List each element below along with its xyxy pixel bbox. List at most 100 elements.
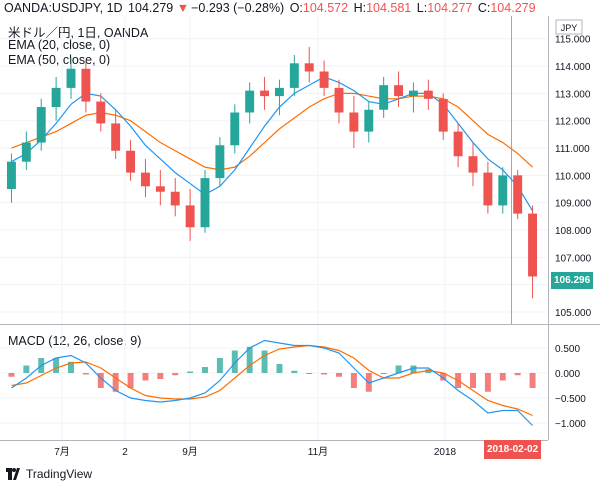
price-tick-label: 110.000 [555, 171, 591, 182]
candle-body [96, 101, 106, 124]
price-tick-label: 113.000 [555, 89, 591, 100]
macd-histogram-bar [425, 369, 432, 373]
candle-body [483, 172, 493, 206]
close-label: C: [477, 1, 491, 15]
candle-body [513, 175, 523, 214]
macd-histogram-bar [440, 373, 447, 381]
time-tick-label: 7月 [54, 446, 70, 458]
candle-body [349, 112, 359, 132]
candle-body [230, 112, 240, 146]
candle-body [319, 71, 329, 88]
macd-histogram-bar [157, 373, 164, 379]
candle-body [155, 186, 165, 192]
candle-body [126, 150, 136, 173]
macd-histogram-bar [336, 373, 342, 377]
candle-body [364, 109, 374, 132]
signal-line [11, 344, 533, 417]
candle-body [274, 87, 284, 97]
macd-tick-label: −0.500 [555, 394, 586, 405]
macd-histogram-bar [53, 358, 60, 373]
currency-label: JPY [561, 23, 578, 33]
price-tick-label: 114.000 [555, 62, 591, 73]
candle-body [379, 85, 389, 110]
macd-histogram-bar [187, 371, 194, 373]
high-label: H: [353, 1, 367, 15]
macd-histogram-bar [261, 350, 268, 373]
price-tag: 106.296 [551, 272, 594, 289]
macd-histogram-bar [112, 373, 119, 392]
macd-line [11, 339, 533, 426]
macd-tick-label: 0.500 [555, 344, 580, 355]
macd-histogram-bar [231, 350, 238, 373]
time-tick-label: 11月 [308, 446, 328, 458]
down-arrow-icon: ▼ [176, 1, 190, 15]
legend-ema50[interactable]: EMA (50, close, 0) [8, 53, 111, 67]
low-label: L: [416, 1, 428, 15]
close-value: 104.279 [490, 1, 536, 15]
candle-body [200, 178, 210, 228]
candle-body [528, 213, 538, 277]
tradingview-brand[interactable]: TradingView [26, 467, 93, 481]
candle-body [6, 161, 16, 190]
macd-tick-label: −1.000 [555, 419, 586, 430]
macd-histogram-bar [172, 373, 179, 376]
macd-histogram-bar [306, 373, 313, 374]
macd-histogram-bar [142, 373, 149, 381]
candle-body [453, 131, 463, 157]
legend-source[interactable]: 米ドル／円, 1日, OANDA [8, 26, 149, 40]
candle-body [185, 205, 195, 228]
currency-box[interactable] [555, 19, 583, 35]
price-tick-label: 111.000 [555, 144, 590, 155]
candle-body [36, 107, 46, 143]
macd-histogram-bar [127, 373, 134, 388]
candle-body [66, 68, 76, 88]
price-tick-label: 107.000 [555, 253, 592, 264]
last-price: 104.279 [128, 1, 174, 15]
macd-histogram-bar [321, 373, 328, 375]
symbol-label: OANDA:USDJPY, 1D [4, 1, 123, 15]
candle-body [260, 90, 270, 97]
price-tick-label: 115.000 [555, 35, 591, 46]
candle-body [170, 191, 180, 206]
legend-ema20[interactable]: EMA (20, close, 0) [8, 38, 111, 52]
price-tick-label: 105.000 [555, 308, 592, 319]
candle-body [498, 175, 508, 206]
macd-histogram-bar [395, 365, 402, 373]
macd-histogram-bar [529, 373, 536, 388]
low-value: 104.277 [427, 1, 473, 15]
candle-body [289, 63, 299, 88]
date-tag: 2018-02-02 [484, 440, 542, 459]
price-tick-label: 112.000 [555, 117, 591, 128]
macd-histogram-bar [380, 373, 387, 374]
macd-tick-label: 0.000 [555, 369, 580, 380]
macd-histogram-bar [350, 373, 357, 388]
candle-body [140, 172, 150, 187]
candle-body [394, 85, 404, 97]
macd-histogram-bar [246, 346, 253, 373]
macd-histogram-bar [97, 373, 104, 388]
price-chart[interactable]: 115.000 114.000 113.000 112.000 111.000 110.0… [0, 0, 600, 462]
macd-histogram-bar [216, 358, 223, 373]
candle-body [408, 90, 418, 97]
candle-body [468, 156, 478, 173]
macd-histogram-bar [470, 373, 476, 388]
macd-histogram-bar [276, 364, 283, 373]
time-tick-label: 9月 [182, 446, 198, 458]
candle-body [215, 145, 225, 179]
candle-body [111, 123, 121, 151]
candle-body [245, 90, 255, 113]
macd-histogram-bar [8, 373, 15, 377]
macd-histogram-bar [202, 367, 208, 373]
candle-body [334, 87, 344, 113]
macd-histogram-bar [291, 370, 298, 373]
candle-body [81, 68, 91, 102]
time-tick-label: 2018 [434, 447, 457, 458]
macd-histogram-bar [499, 373, 506, 381]
candle-body [438, 98, 448, 132]
macd-histogram-bar [82, 373, 89, 375]
candle-body [423, 90, 433, 99]
change-value: −0.293 (−0.28%) [191, 1, 285, 15]
macd-histogram-bar [410, 365, 417, 373]
high-value: 104.581 [366, 1, 412, 15]
legend-macd[interactable]: MACD (12, 26, close, 9) [8, 334, 142, 348]
